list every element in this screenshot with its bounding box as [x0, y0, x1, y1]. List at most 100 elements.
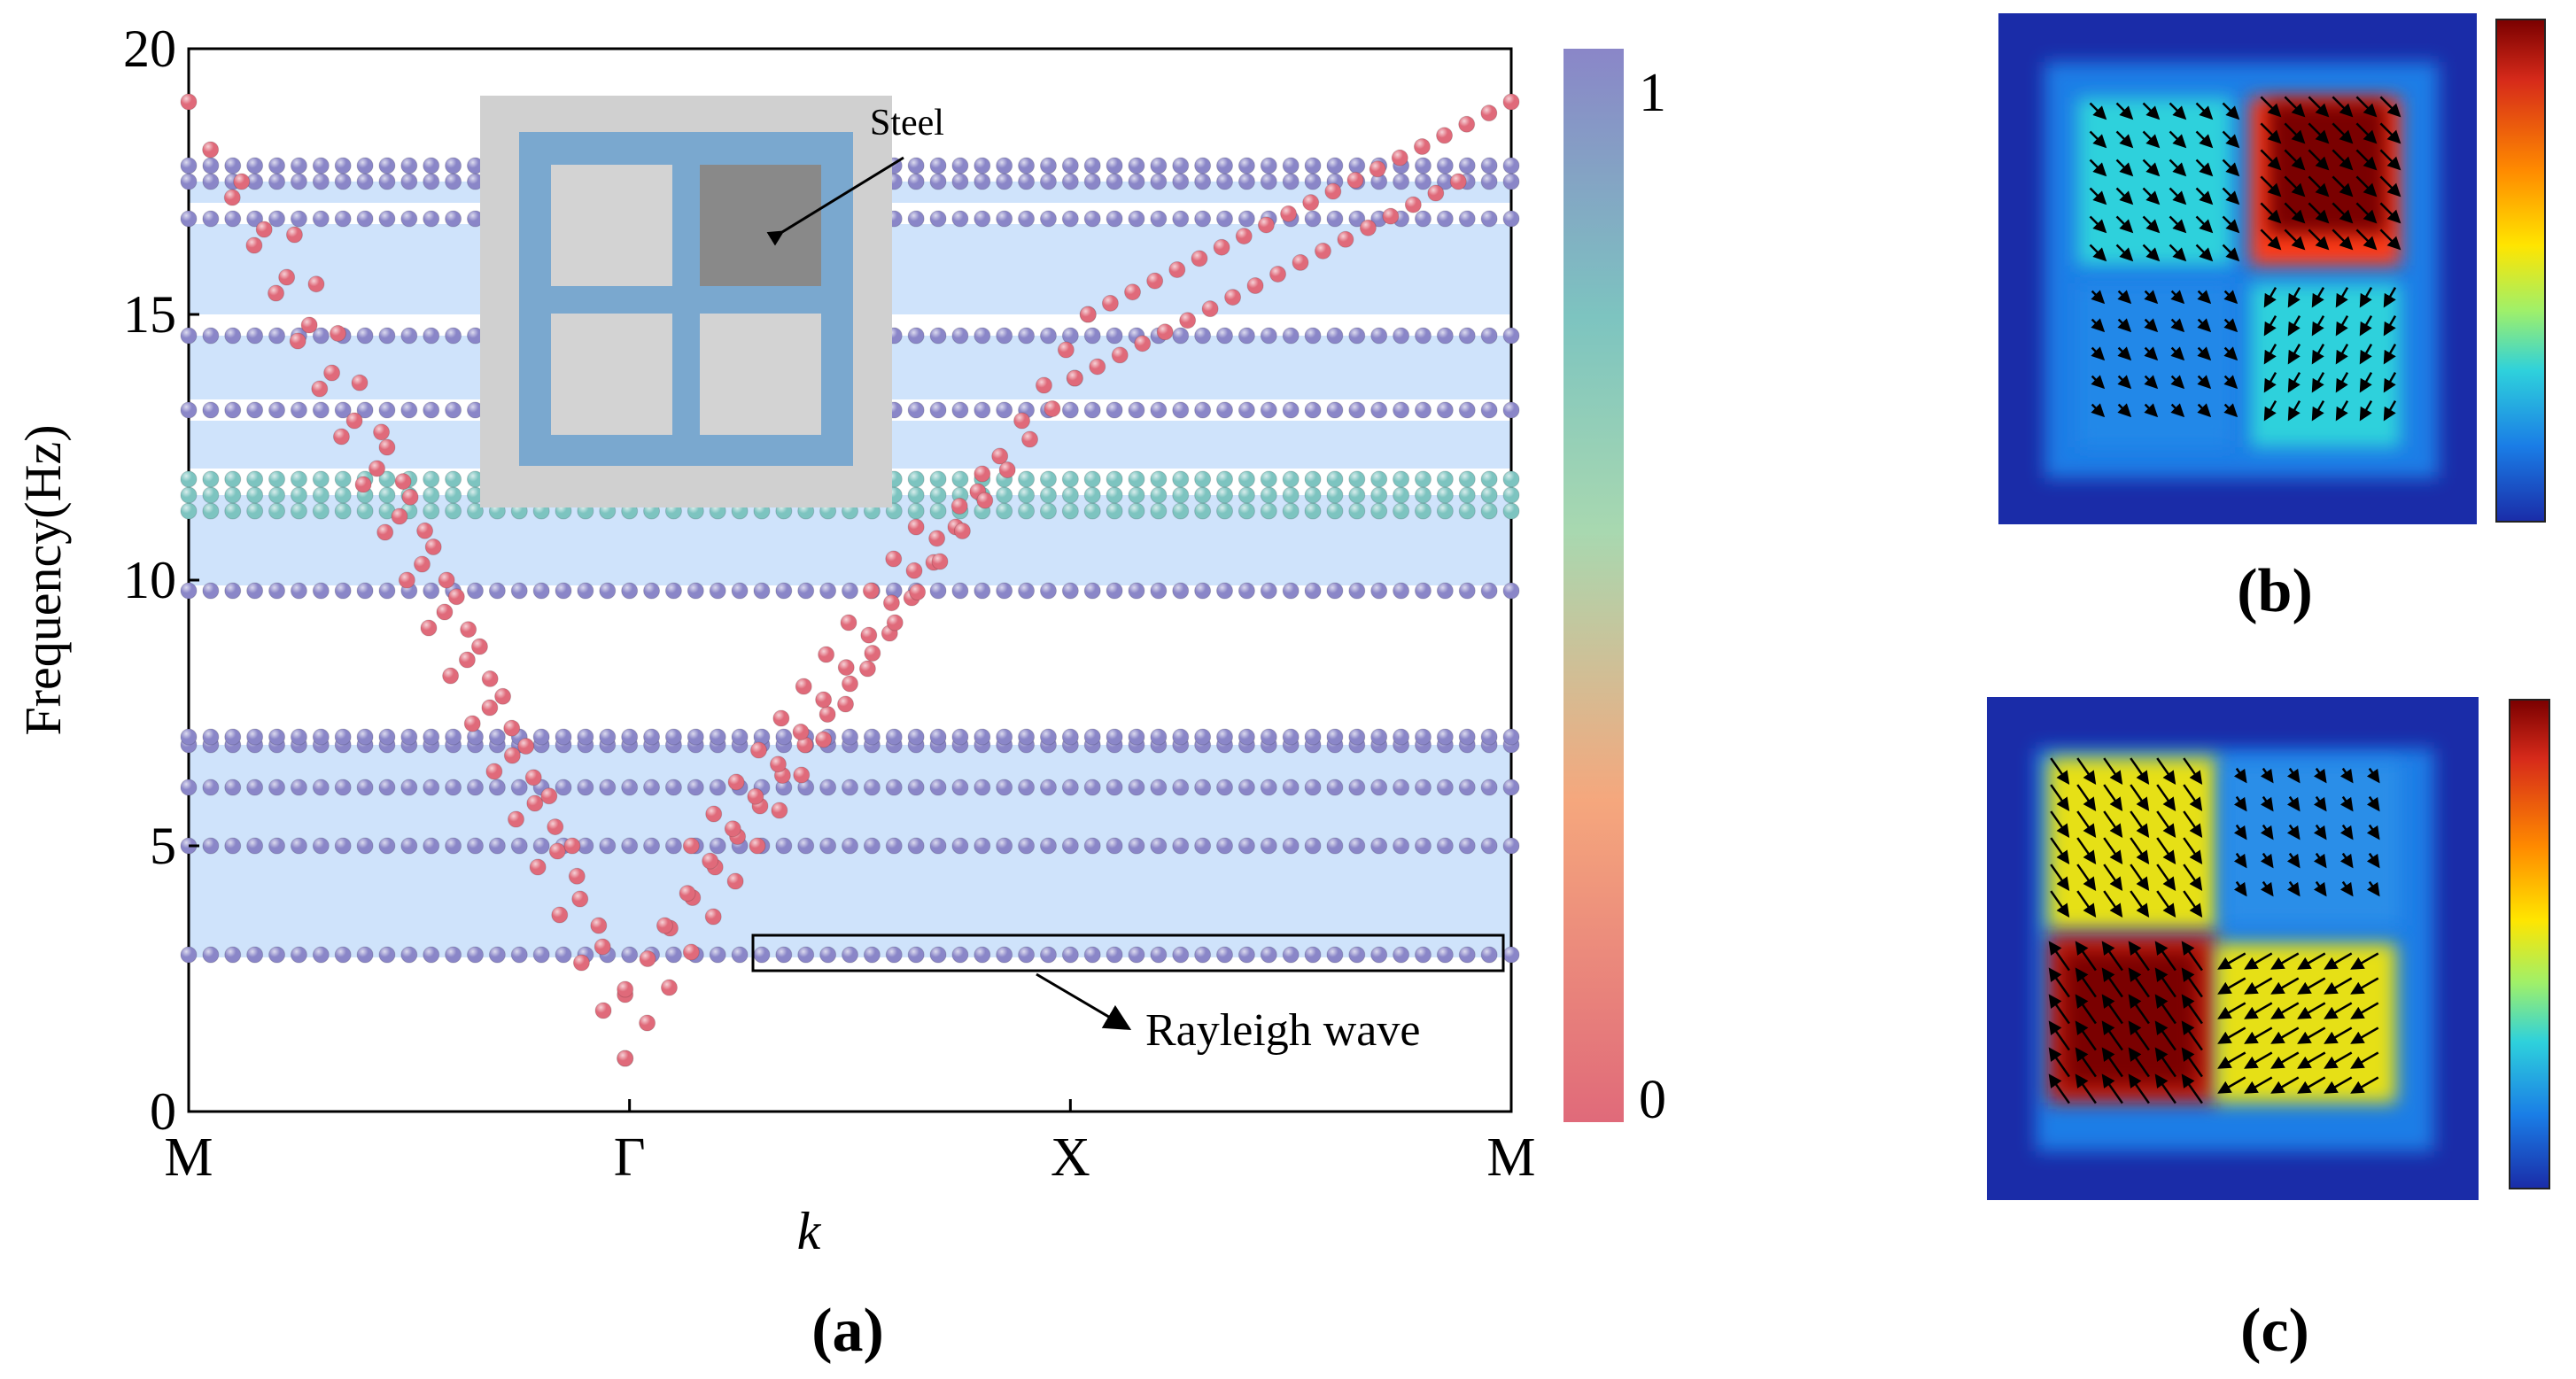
flat-band-10-point-shine [1172, 328, 1189, 344]
flat-band-5-point-shine [1348, 583, 1365, 599]
flat-band-0-point-shine [1459, 947, 1476, 963]
branch-left-1-point-shine [224, 190, 241, 205]
branch-left-1-point-shine [442, 668, 459, 684]
mode-c-arrow [2313, 767, 2327, 784]
branch-right-1-point-shine [1258, 216, 1275, 233]
flat-band-8-point-shine [1040, 471, 1057, 487]
flat-band-0-point-shine [1216, 947, 1233, 963]
flat-band-0-point-shine [291, 947, 307, 963]
flat-band-0-point-shine [1018, 947, 1035, 963]
mode-b-arrow [2091, 290, 2106, 305]
flat-band-5-point-shine [577, 583, 594, 599]
flat-band-1-point-shine [1018, 838, 1035, 854]
flat-band-2-point-shine [1393, 779, 1409, 795]
flat-band-2-point-shine [1370, 779, 1387, 795]
branch-right-2-point-shine [1089, 358, 1106, 375]
flat-band-11-point-shine [246, 211, 263, 227]
branch-left-2-point-shine [323, 365, 340, 381]
flat-band-7-point-shine [1437, 487, 1454, 503]
branch-left-2-point-shine [526, 795, 543, 811]
flat-band-6-point-shine [1062, 503, 1079, 519]
flat-band-11-point-shine [1216, 211, 1233, 227]
flat-band-12-point-shine [908, 174, 925, 190]
flat-band-5-point-shine [555, 583, 572, 599]
mode-c-arrow [2217, 977, 2246, 995]
flat-band-0-point-shine [555, 947, 572, 963]
flat-band-12-point-shine [313, 174, 330, 190]
flat-band-13-point-shine [1348, 158, 1365, 174]
flat-band-4-point-shine [1216, 729, 1233, 745]
flat-band-4-point-shine [246, 729, 263, 745]
colorbar: 1 0 [1563, 49, 1666, 1130]
branch-right-1-point-shine [1480, 105, 1497, 121]
flat-band-1-point-shine [246, 838, 263, 854]
mode-c-arrow [2366, 852, 2380, 869]
flat-band-1-point-shine [1106, 838, 1123, 854]
branch-right-2-point-shine [1179, 312, 1196, 329]
branch-left-2-point-shine [346, 413, 363, 429]
flat-band-9-point-shine [1216, 402, 1233, 418]
flat-band-2-point-shine [489, 779, 506, 795]
panel-label-a: (a) [811, 1297, 884, 1365]
flat-band-10-point-shine [202, 328, 219, 344]
flat-band-8-point-shine [1194, 471, 1211, 487]
branch-right-3-point-shine [702, 853, 718, 870]
branch-right-4-point-shine [908, 519, 925, 535]
flat-band-4-point-shine [864, 729, 881, 745]
flat-band-2-point-shine [1348, 779, 1365, 795]
flat-band-7-point-shine [445, 487, 462, 503]
flat-band-4-point-shine [467, 729, 484, 745]
flat-band-10-point-shine [268, 328, 285, 344]
branch-right-1-point-shine [1436, 127, 1453, 143]
branch-right-1-point-shine [1414, 138, 1431, 155]
mode-b-arrow [2144, 318, 2159, 333]
flat-band-6-point-shine [1348, 503, 1365, 519]
branch-right-3-point-shine [860, 627, 877, 644]
mode-c-arrow [2101, 1020, 2123, 1051]
branch-right-1-point-shine [1013, 413, 1030, 429]
flat-band-8-point-shine [313, 471, 330, 487]
flat-band-1-point-shine [864, 838, 881, 854]
mode-b-arrow [2311, 314, 2325, 337]
flat-band-0-point-shine [1415, 947, 1432, 963]
flat-band-2-point-shine [224, 779, 241, 795]
flat-band-7-point-shine [1128, 487, 1144, 503]
mode-b-arrow [2222, 244, 2240, 262]
mode-c-arrow [2286, 824, 2301, 841]
flat-band-1-point-shine [511, 838, 528, 854]
mode-c-arrow [2270, 1051, 2300, 1069]
branch-left-4-point-shine [425, 538, 442, 555]
flat-band-1-point-shine [1326, 838, 1343, 854]
flat-band-5-point-shine [1459, 583, 1476, 599]
rayleigh-arrow [1036, 972, 1132, 1031]
branch-left-3-point-shine [286, 227, 303, 243]
mode-c-arrow [2154, 994, 2176, 1025]
branch-left-2-point-shine [392, 508, 408, 524]
flat-band-12-point-shine [974, 174, 990, 190]
flat-band-1-point-shine [1437, 838, 1454, 854]
flat-band-1-point-shine [1370, 838, 1387, 854]
mode-b-arrow [2142, 215, 2161, 234]
flat-band-8-point-shine [335, 471, 352, 487]
panel-label-b: (b) [2237, 557, 2313, 625]
flat-band-0-point-shine [819, 947, 836, 963]
flat-band-4-point-shine [643, 729, 660, 745]
mode-c-arrow [2181, 941, 2203, 972]
flat-band-9-point-shine [1238, 402, 1255, 418]
flat-band-0-point-shine [1194, 947, 1211, 963]
flat-band-5-point-shine [1084, 583, 1101, 599]
flat-band-6-point-shine [224, 503, 241, 519]
flat-band-1-point-shine [1348, 838, 1365, 854]
flat-band-1-point-shine [1062, 838, 1079, 854]
branch-right-1-point-shine [1191, 250, 1207, 267]
flat-band-2-point-shine [1106, 779, 1123, 795]
mode-c-arrow [2128, 994, 2150, 1025]
branch-left-3-point-shine [525, 769, 542, 786]
flat-band-11-point-shine [1437, 211, 1454, 227]
flat-band-12-point-shine [1305, 174, 1322, 190]
flat-band-12-point-shine [1393, 174, 1409, 190]
flat-band-9-point-shine [224, 402, 241, 418]
flat-band-1-point-shine [533, 838, 550, 854]
flat-band-0-point-shine [665, 947, 682, 963]
flat-band-11-point-shine [1150, 211, 1167, 227]
